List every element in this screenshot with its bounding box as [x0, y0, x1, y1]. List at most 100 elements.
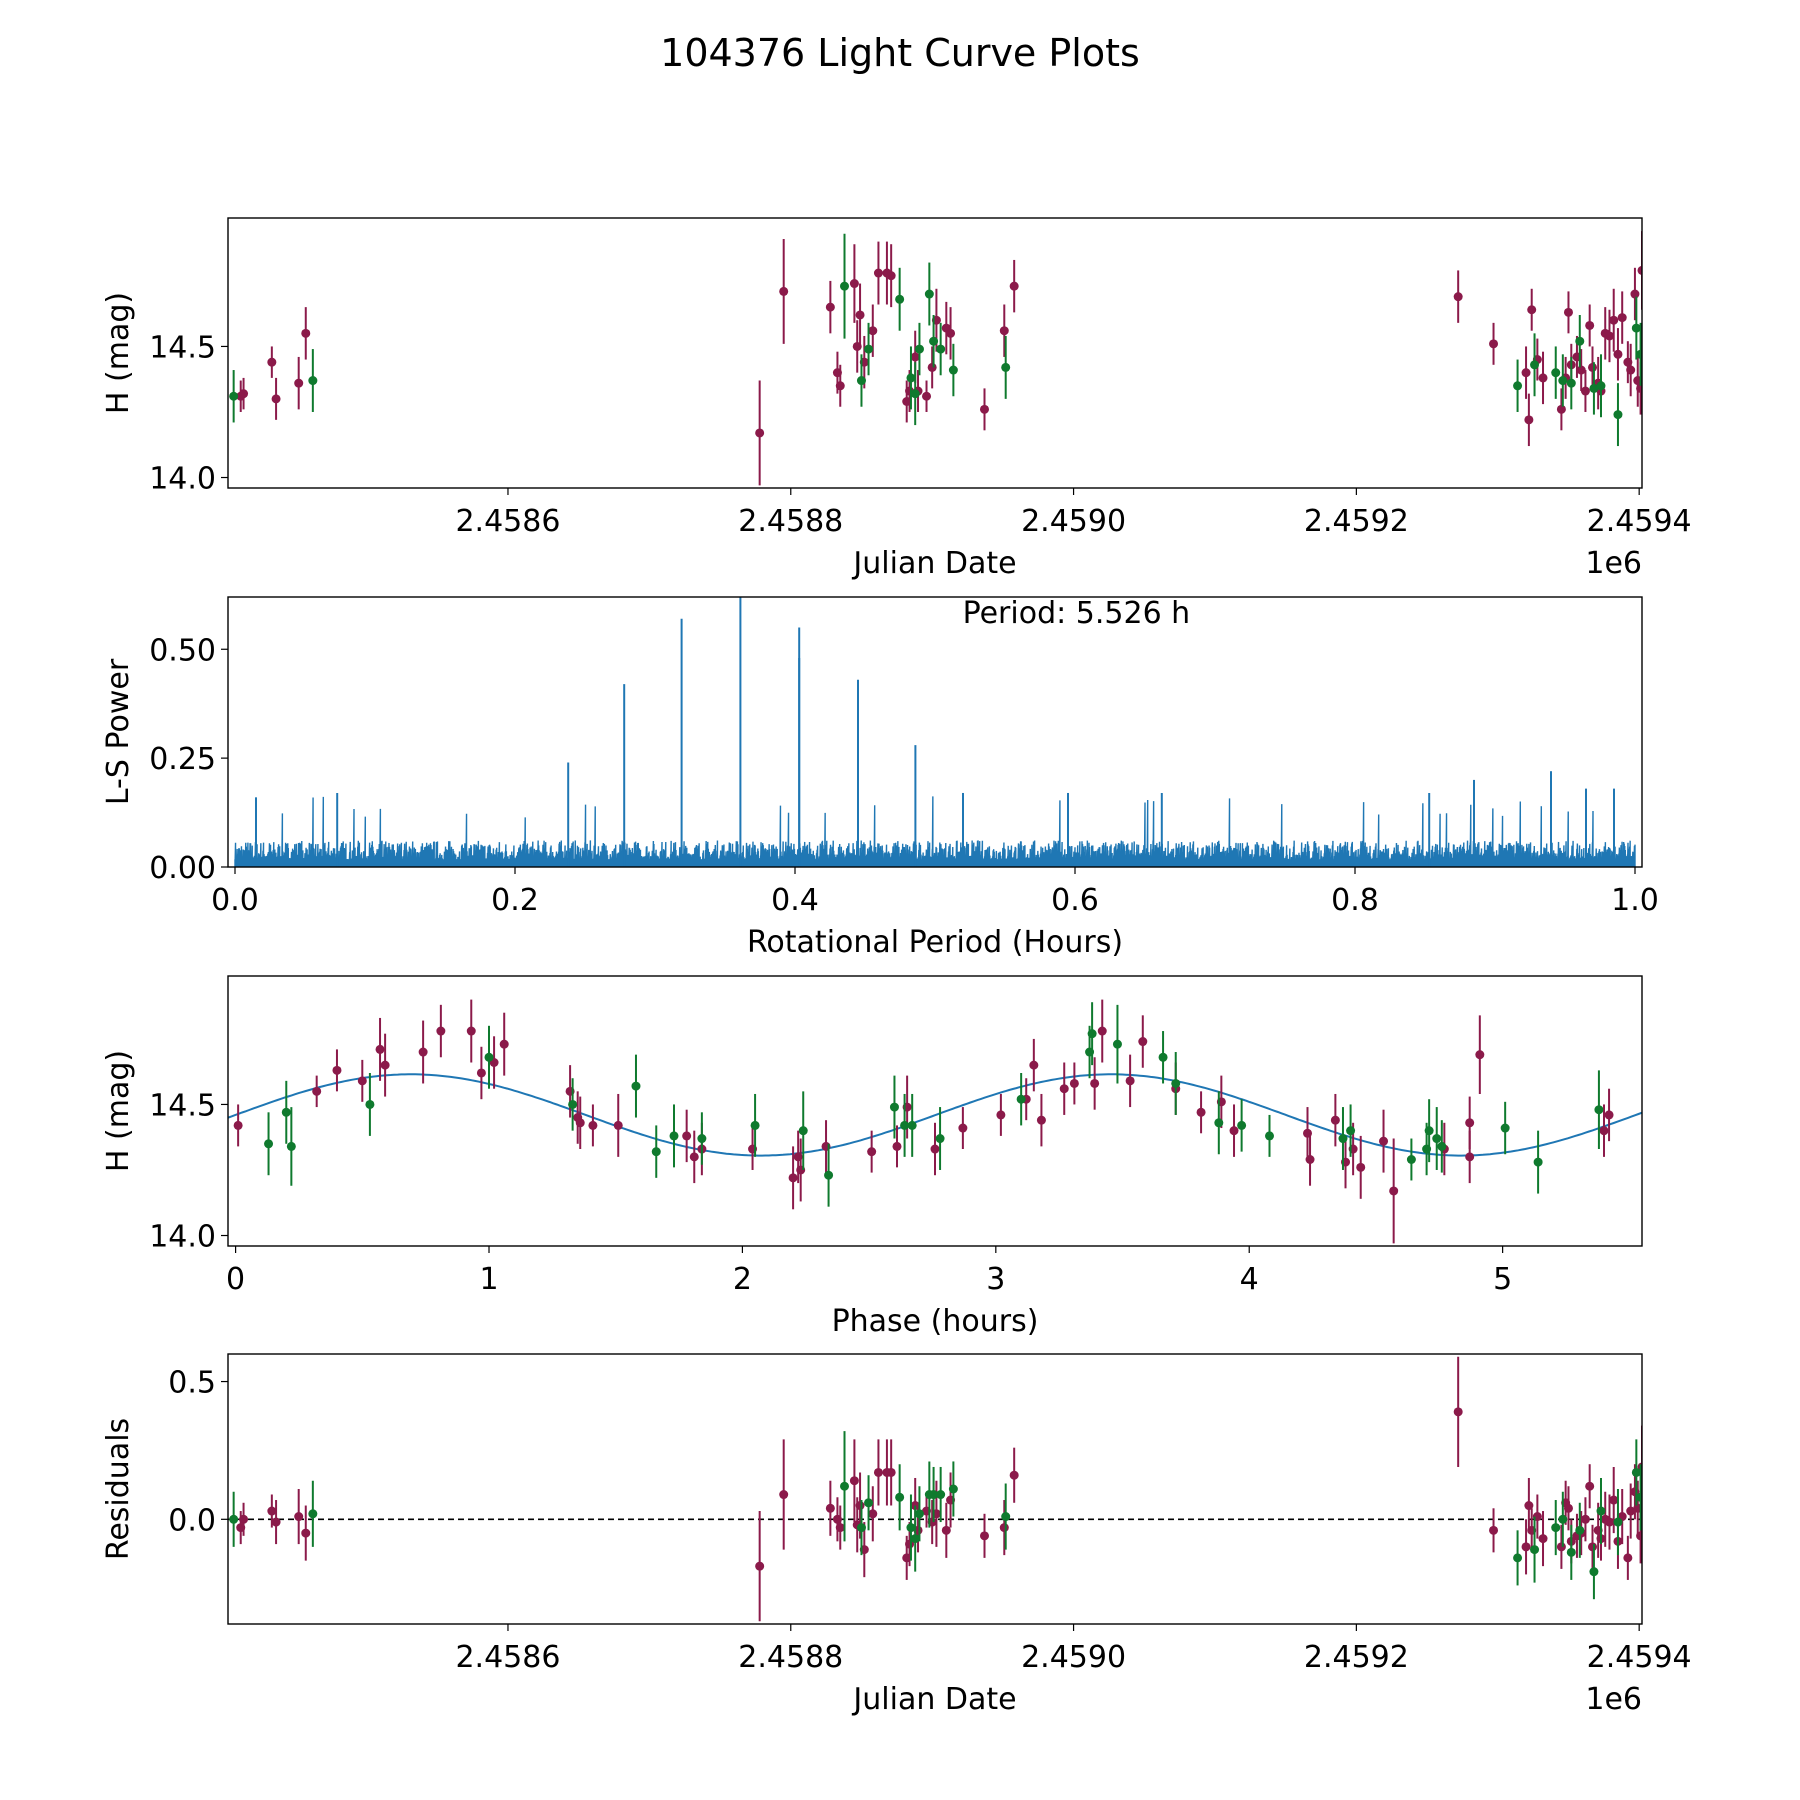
data-point [1036, 1115, 1046, 1125]
data-point [1513, 381, 1523, 391]
data-point [1214, 1118, 1224, 1128]
data-point [365, 1099, 375, 1109]
x-tick-label: 1.0 [1611, 883, 1659, 918]
data-point [1158, 1052, 1168, 1062]
data-point [1631, 1467, 1641, 1477]
x-tick-label: 1 [479, 1262, 498, 1297]
data-point [1138, 1037, 1148, 1047]
y-axis-label: H (mag) [101, 292, 136, 414]
data-point [1513, 1553, 1523, 1563]
data-point [1087, 1029, 1097, 1039]
data-point [1389, 1186, 1399, 1196]
y-tick-label: 14.5 [149, 1088, 216, 1123]
data-point [849, 279, 859, 289]
data-point [281, 1107, 291, 1117]
x-axis-label: Rotational Period (Hours) [747, 925, 1123, 960]
data-point [466, 1026, 476, 1036]
data-point [1623, 1553, 1633, 1563]
series-r-band [236, 1356, 1642, 1622]
x-tick-label: 2.4588 [738, 504, 843, 539]
data-point [840, 1481, 850, 1491]
data-point [689, 1152, 699, 1162]
data-point [1009, 1470, 1019, 1480]
data-point [868, 326, 878, 336]
data-point [1576, 365, 1586, 375]
y-tick-label: 0.00 [149, 851, 216, 886]
data-point [1558, 376, 1568, 386]
data-point [1626, 365, 1636, 375]
data-point [267, 1506, 277, 1516]
data-point [1521, 1542, 1531, 1552]
data-point [267, 357, 277, 367]
data-point [1059, 1084, 1069, 1094]
data-point [910, 389, 920, 399]
data-point [669, 1131, 679, 1141]
data-point [910, 1534, 920, 1544]
x-tick-label: 2.4592 [1304, 504, 1409, 539]
series-r-band [233, 999, 1614, 1244]
data-point [1596, 381, 1606, 391]
data-point [1631, 323, 1641, 333]
x-tick-label: 0.4 [771, 883, 819, 918]
data-point [1069, 1078, 1079, 1088]
data-point [1521, 368, 1531, 378]
data-point [906, 373, 916, 383]
data-point [948, 1484, 958, 1494]
x-tick-label: 0.6 [1051, 883, 1099, 918]
data-point [1596, 1506, 1606, 1516]
data-point [588, 1120, 598, 1130]
data-point [1594, 1105, 1604, 1115]
y-tick-label: 0.50 [149, 633, 216, 668]
x-tick-label: 0.2 [491, 883, 539, 918]
data-point [312, 1086, 322, 1096]
data-point [824, 1170, 834, 1180]
data-point [1500, 1123, 1510, 1133]
data-point [1613, 1517, 1623, 1527]
data-point [1580, 386, 1590, 396]
data-point [613, 1120, 623, 1130]
data-point [849, 1476, 859, 1486]
data-point [1609, 1495, 1619, 1505]
data-point [1453, 1407, 1463, 1417]
x-tick-label: 0 [226, 1262, 245, 1297]
data-point [1589, 1567, 1599, 1577]
data-point [271, 1517, 281, 1527]
data-point [996, 1110, 1006, 1120]
panels-container: 2.4586 2.4588 2.4590 2.4592 2.4594 14.0 14.5 Ju… [101, 217, 1692, 1717]
panel-p2: 0.0 0.2 0.4 0.6 0.8 1.0 0.00 0.25 0.50 Rotational… [101, 596, 1659, 960]
data-point [798, 1126, 808, 1136]
axes-frame [227, 975, 1643, 1247]
data-point [1453, 292, 1463, 302]
y-tick-label: 14.5 [149, 330, 216, 365]
data-point [357, 1076, 367, 1086]
data-point [1626, 1506, 1636, 1516]
data-point [575, 1118, 585, 1128]
fit-curve [228, 1073, 1642, 1157]
data-point [1524, 415, 1534, 425]
data-point [1338, 1134, 1348, 1144]
data-point [907, 1120, 917, 1130]
data-point [914, 344, 924, 354]
data-point [651, 1147, 661, 1157]
data-point [1489, 339, 1499, 349]
periodogram-line [234, 597, 1636, 867]
data-point [855, 1501, 865, 1511]
data-point [936, 1490, 946, 1500]
data-point [484, 1052, 494, 1062]
data-point [1530, 360, 1540, 370]
data-point [239, 1514, 249, 1524]
data-point [1237, 1120, 1247, 1130]
data-point [1029, 1060, 1039, 1070]
plot-area [228, 1356, 1642, 1622]
data-point [294, 1512, 304, 1522]
series-g-band [229, 1431, 1642, 1600]
x-tick-label: 2.4590 [1021, 504, 1126, 539]
data-point [1575, 1525, 1585, 1535]
data-point [1090, 1078, 1100, 1088]
x-tick-label: 0.0 [211, 883, 259, 918]
x-axis-label: Julian Date [851, 546, 1016, 581]
data-point [1465, 1118, 1475, 1128]
panel-p4: 2.4586 2.4588 2.4590 2.4592 2.4594 0.0 0.5 Juli… [101, 1353, 1692, 1717]
data-point [825, 302, 835, 312]
